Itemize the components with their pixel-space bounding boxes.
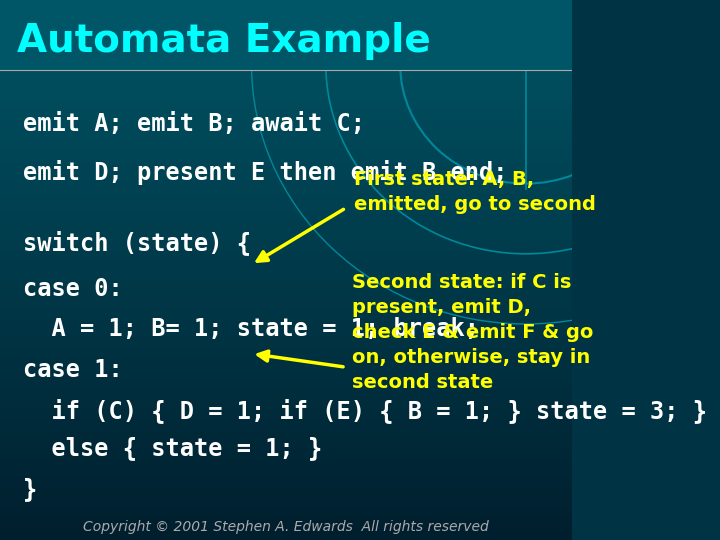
- Text: Automata Example: Automata Example: [17, 22, 431, 59]
- Text: case 1:: case 1:: [23, 358, 122, 382]
- Text: case 0:: case 0:: [23, 277, 122, 301]
- Text: Second state: if C is
present, emit D,
check E & emit F & go
on, otherwise, stay: Second state: if C is present, emit D, c…: [351, 273, 593, 392]
- Text: A = 1; B= 1; state = 1; break;: A = 1; B= 1; state = 1; break;: [23, 318, 479, 341]
- FancyBboxPatch shape: [0, 0, 572, 70]
- Text: emit A; emit B; await C;: emit A; emit B; await C;: [23, 112, 365, 136]
- Text: switch (state) {: switch (state) {: [23, 231, 251, 255]
- Text: Copyright © 2001 Stephen A. Edwards  All rights reserved: Copyright © 2001 Stephen A. Edwards All …: [83, 519, 489, 534]
- Text: if (C) { D = 1; if (E) { B = 1; } state = 3; }: if (C) { D = 1; if (E) { B = 1; } state …: [23, 398, 707, 423]
- Text: else { state = 1; }: else { state = 1; }: [23, 436, 322, 460]
- Text: First state: A, B,
emitted, go to second: First state: A, B, emitted, go to second: [354, 170, 596, 214]
- Text: }: }: [23, 477, 37, 501]
- Text: emit D; present E then emit B end;: emit D; present E then emit B end;: [23, 160, 508, 185]
